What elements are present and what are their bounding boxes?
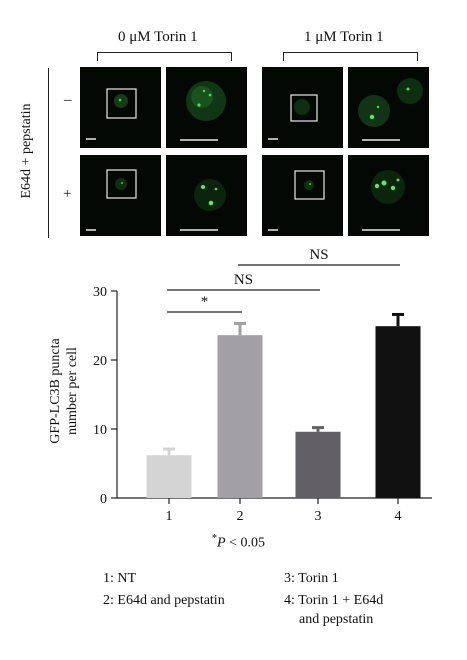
row-sign-minus: – <box>64 92 72 108</box>
x-tick-label: 3 <box>315 509 322 524</box>
treatment-divider <box>48 68 49 238</box>
bar-2 <box>217 335 263 498</box>
micrograph-zoom-panel <box>348 67 429 148</box>
micrograph-panel <box>80 155 161 236</box>
y-tick-label: 10 <box>93 423 107 438</box>
significance-label: * <box>201 294 209 310</box>
significance-label: NS <box>234 272 253 288</box>
y-tick-label: 20 <box>93 354 107 369</box>
significance-footnote: *P < 0.05 <box>212 530 265 552</box>
legend-item-3: 3: Torin 1 <box>284 571 339 586</box>
footnote-star: * <box>212 533 217 544</box>
micrograph-panel <box>80 67 161 148</box>
legend-item-4: 4: Torin 1 + E64d <box>284 593 384 608</box>
legend-item-2: 2: E64d and pepstatin <box>103 593 225 608</box>
micrograph-panel <box>262 155 343 236</box>
condition-label-0: 0 μM Torin 1 <box>118 29 198 45</box>
micrograph-zoom-panel <box>166 155 247 236</box>
condition-label-1: 1 μM Torin 1 <box>304 29 384 45</box>
footnote-p: P <box>217 535 226 551</box>
bar-chart: 0 10 20 30 1 2 3 4 * NS NS <box>93 247 432 524</box>
x-tick-label: 4 <box>395 509 402 524</box>
bar-1 <box>146 455 192 498</box>
y-tick-label: 0 <box>100 492 107 507</box>
micrograph-zoom-panel <box>348 155 429 236</box>
legend-item-1: 1: NT <box>103 571 137 586</box>
x-tick-label: 2 <box>237 509 244 524</box>
legend-item-4-continued: and pepstatin <box>299 612 374 627</box>
significance-label: NS <box>309 247 328 263</box>
footnote-threshold: < 0.05 <box>225 535 265 551</box>
y-tick-label: 30 <box>93 285 107 300</box>
x-tick-label: 1 <box>166 509 173 524</box>
treatment-label: E64d + pepstatin <box>19 103 34 199</box>
condition-bracket-1 <box>283 52 418 61</box>
row-sign-plus: + <box>63 186 72 202</box>
condition-bracket-0 <box>97 52 232 61</box>
micrograph-panel <box>262 67 343 148</box>
bar-4 <box>375 326 421 498</box>
bar-3 <box>295 431 341 498</box>
micrograph-zoom-panel <box>166 67 247 148</box>
